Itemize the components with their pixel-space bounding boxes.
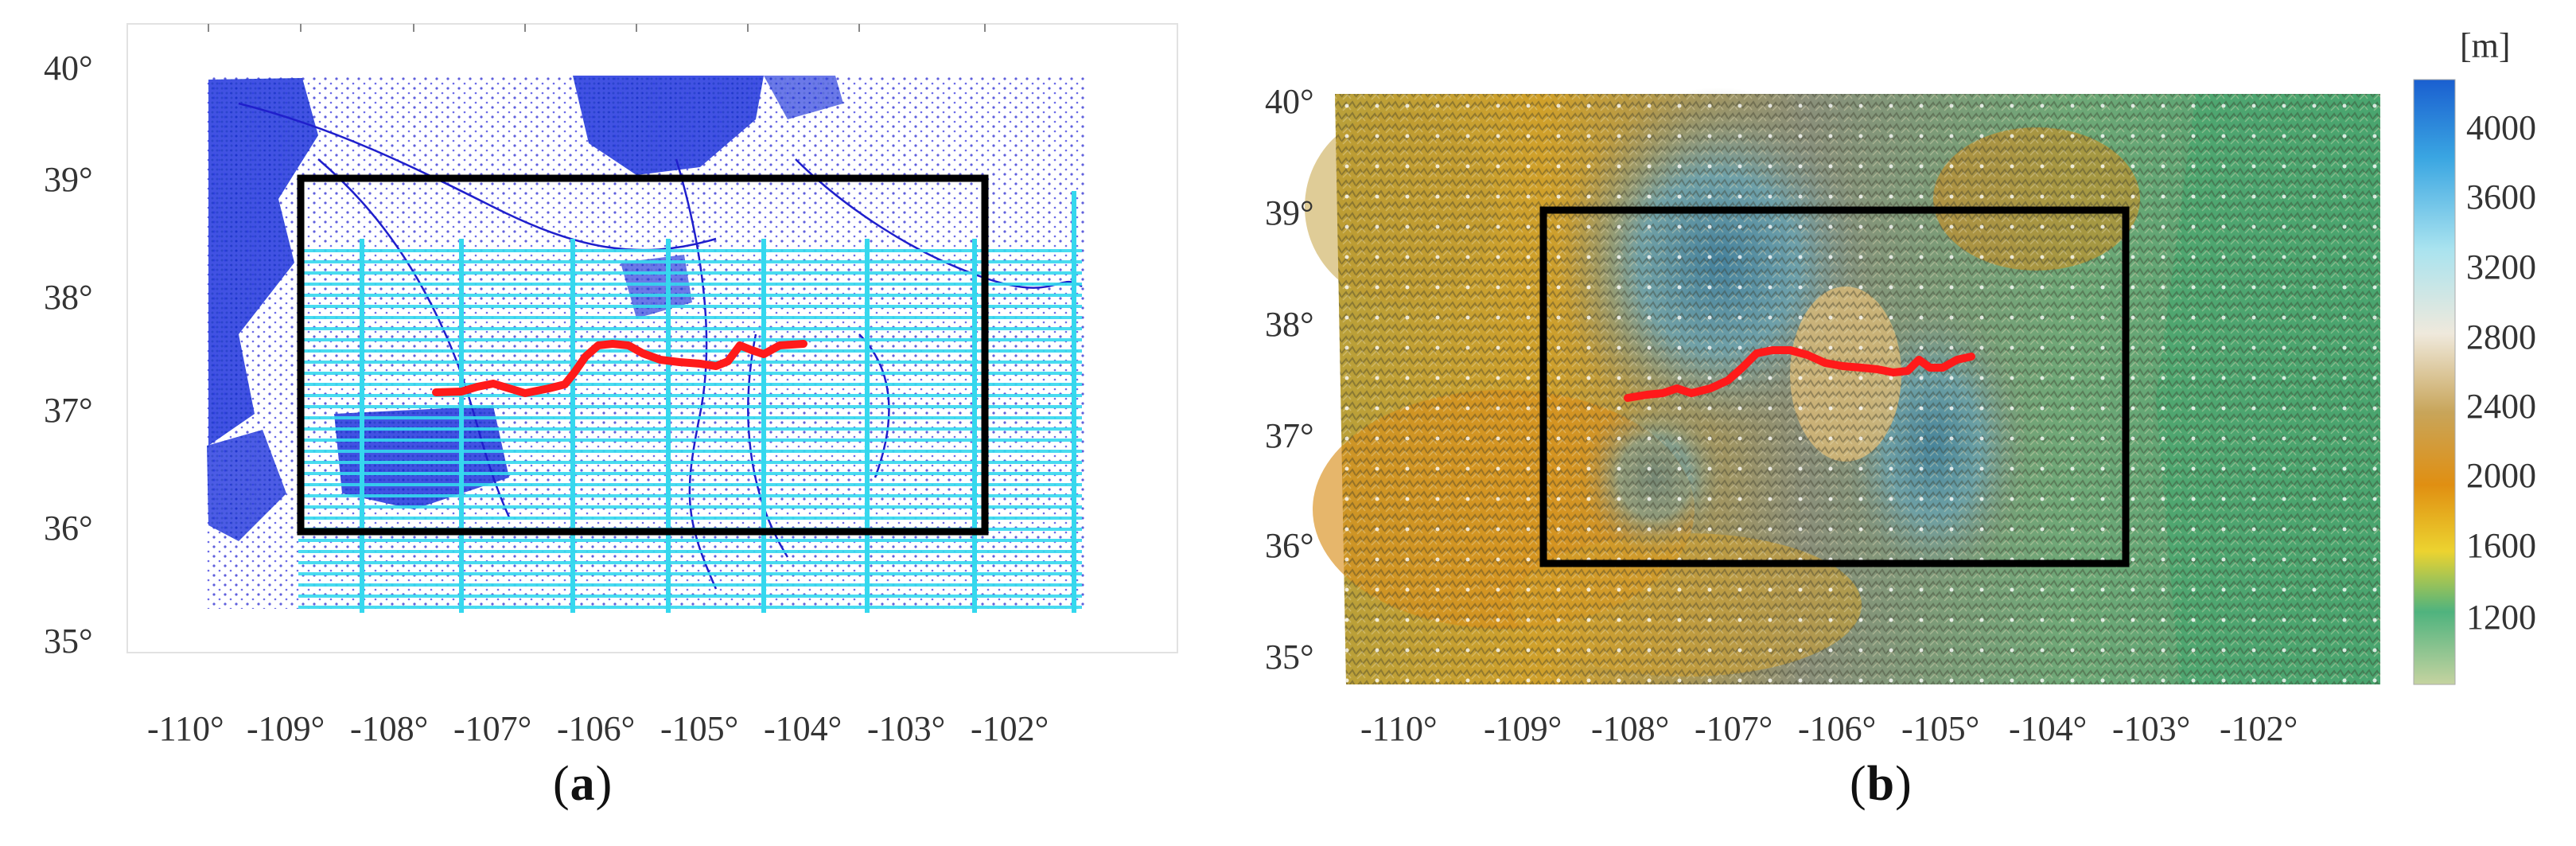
study-area-box-b [1539, 206, 2130, 567]
colorbar-tick: 3600 [2466, 177, 2536, 216]
colorbar-tick: 3200 [2466, 248, 2536, 287]
lon-label: -104° [764, 709, 842, 748]
colorbar: [m] 4000 3600 3200 2800 2400 2000 1600 1… [2413, 26, 2536, 685]
lon-label: -107° [1695, 709, 1772, 748]
lat-label: 39° [1265, 193, 1314, 232]
study-area-box [297, 174, 989, 536]
satellite-tracks [298, 243, 1082, 609]
lon-label: -107° [453, 709, 531, 748]
route-line-b [1624, 346, 1975, 402]
lon-label: -109° [1484, 709, 1562, 748]
lat-label: 37° [1265, 416, 1314, 455]
satellite-vertical-tracks [360, 191, 1076, 613]
lon-label: -110° [1360, 709, 1438, 748]
lon-label: -110° [147, 709, 224, 748]
panel-a-letter: a [570, 757, 596, 811]
colorbar-tick: 2800 [2466, 318, 2536, 357]
lat-label: 36° [1265, 526, 1314, 565]
lon-label: -103° [2112, 709, 2190, 748]
lon-label: -106° [1798, 709, 1876, 748]
lon-label: -108° [1591, 709, 1669, 748]
latitude-labels-a: 40° 39° 38° 37° 36° 35° [44, 49, 93, 661]
lon-label: -106° [557, 709, 635, 748]
colorbar-tick: 2400 [2466, 387, 2536, 426]
panel-a: 40° 39° 38° 37° 36° 35° -110° -109° -108… [0, 0, 1241, 846]
lat-label: 35° [44, 622, 93, 661]
latitude-labels-b: 40° 39° 38° 37° 36° 35° [1265, 82, 1314, 676]
lon-label: -105° [1901, 709, 1979, 748]
map-b: 40° 39° 38° 37° 36° 35° -110° -109° -108… [1265, 26, 2536, 748]
panel-a-caption: (a) [553, 757, 613, 811]
colorbar-gradient [2413, 79, 2456, 685]
lat-label: 38° [44, 278, 93, 317]
terrain-map [1305, 88, 2380, 684]
lon-label: -108° [350, 709, 428, 748]
lon-label: -102° [2220, 709, 2298, 748]
lat-label: 40° [1265, 82, 1314, 121]
panel-b-caption: (b) [1850, 757, 1913, 811]
panel-b-letter: b [1866, 757, 1896, 811]
colorbar-tick: 2000 [2466, 456, 2536, 495]
lon-label: -105° [660, 709, 738, 748]
lat-label: 35° [1265, 637, 1314, 676]
lon-label: -104° [2009, 709, 2087, 748]
lat-label: 39° [44, 160, 93, 199]
lat-label: 38° [1265, 305, 1314, 344]
top-ticks [208, 24, 986, 32]
colorbar-unit: [m] [2460, 26, 2511, 65]
lat-label: 40° [44, 49, 93, 88]
lon-label: -103° [867, 709, 945, 748]
colorbar-tick: 4000 [2466, 108, 2536, 147]
lon-label: -102° [971, 709, 1049, 748]
longitude-labels-b: -110° -109° -108° -107° -106° -105° -104… [1360, 709, 2298, 748]
lat-label: 36° [44, 509, 93, 548]
colorbar-tick: 1600 [2466, 526, 2536, 565]
lat-label: 37° [44, 391, 93, 430]
longitude-labels-a: -110° -109° -108° -107° -106° -105° -104… [147, 709, 1049, 748]
map-a: 40° 39° 38° 37° 36° 35° -110° -109° -108… [44, 23, 1178, 748]
panel-b: 40° 39° 38° 37° 36° 35° -110° -109° -108… [1241, 0, 2576, 846]
colorbar-tick: 1200 [2466, 598, 2536, 637]
route-line [432, 340, 807, 397]
lon-label: -109° [247, 709, 325, 748]
